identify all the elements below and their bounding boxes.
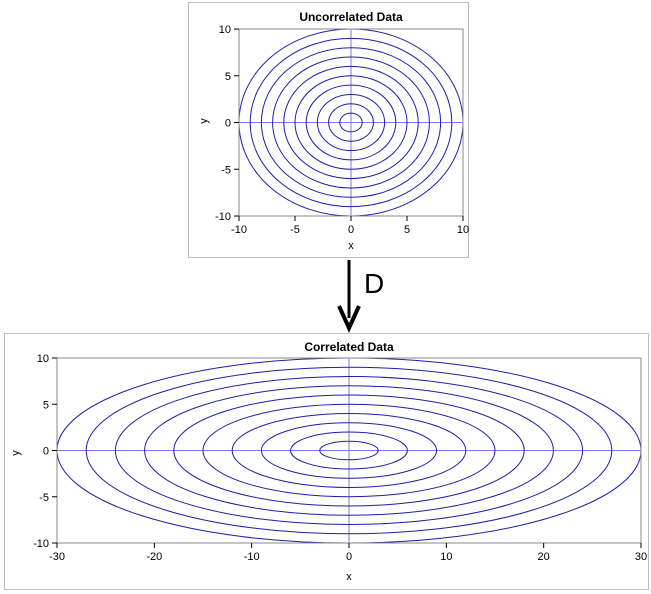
down-arrow-icon (337, 260, 361, 333)
chart-title: Correlated Data (304, 340, 394, 354)
x-tick-label: -10 (231, 224, 247, 236)
y-tick-label: 0 (225, 118, 231, 130)
x-tick-label: -30 (49, 551, 65, 563)
chart-title: Uncorrelated Data (299, 10, 403, 24)
contour-curve-1 (319, 440, 379, 461)
contour-curve-2 (290, 431, 408, 470)
contour-curve-4 (231, 413, 467, 488)
contour-curve-5 (202, 403, 496, 498)
correlated-chart-panel: Correlated Data x y -30 -20 -10 0 10 20 30 -10 -… (4, 333, 649, 590)
contour-curve-5 (294, 75, 408, 170)
contour-curve-8 (260, 47, 442, 198)
x-tick-label: -10 (244, 551, 260, 563)
y-axis-label: y (10, 450, 22, 456)
y-tick-label: 5 (225, 71, 231, 83)
x-axis-label: x (346, 571, 352, 583)
contour-curve-1 (339, 112, 363, 133)
y-axis-label: y (198, 118, 210, 124)
y-tick-label: 10 (219, 24, 231, 36)
contour-curve-4 (305, 84, 397, 161)
x-tick-label: -20 (146, 551, 162, 563)
contour-curve-9 (249, 37, 453, 208)
x-tick-label: 30 (635, 551, 647, 563)
contour-curve-2 (328, 103, 374, 142)
x-tick-label: 0 (346, 551, 352, 563)
x-tick-label: 5 (404, 224, 410, 236)
x-tick-label: 0 (348, 224, 354, 236)
contour-curve-7 (144, 385, 554, 516)
y-tick-label: -5 (39, 492, 49, 504)
uncorrelated-chart-panel: Uncorrelated Data x y -10 -5 0 5 10 -10 -5 0 5 10 (188, 2, 469, 258)
y-tick-label: -5 (221, 164, 231, 176)
x-tick-label: 10 (440, 551, 452, 563)
uncorrelated-chart: Uncorrelated Data x y -10 -5 0 5 10 -10 -5 0 5 10 (198, 10, 469, 252)
y-tick-label: 10 (37, 353, 49, 365)
x-tick-label: 10 (457, 224, 469, 236)
contour-curve-6 (283, 65, 419, 180)
contour-curve-6 (173, 394, 525, 507)
contour-curve-7 (272, 56, 430, 189)
correlated-chart: Correlated Data x y -30 -20 -10 0 10 20 30 -10 -… (10, 340, 647, 583)
contour-curve-8 (114, 376, 584, 525)
transform-label: D (364, 268, 385, 299)
contour-curve-9 (85, 366, 613, 535)
x-tick-label: 20 (538, 551, 550, 563)
y-tick-label: -10 (215, 211, 231, 223)
y-tick-label: -10 (33, 538, 49, 550)
x-axis-label: x (348, 240, 354, 252)
x-tick-label: -5 (290, 224, 300, 236)
contour-curve-3 (260, 422, 438, 479)
y-tick-label: 5 (43, 399, 49, 411)
transform-arrow (330, 258, 410, 334)
contour-curve-3 (316, 93, 386, 152)
y-tick-label: 0 (43, 446, 49, 458)
